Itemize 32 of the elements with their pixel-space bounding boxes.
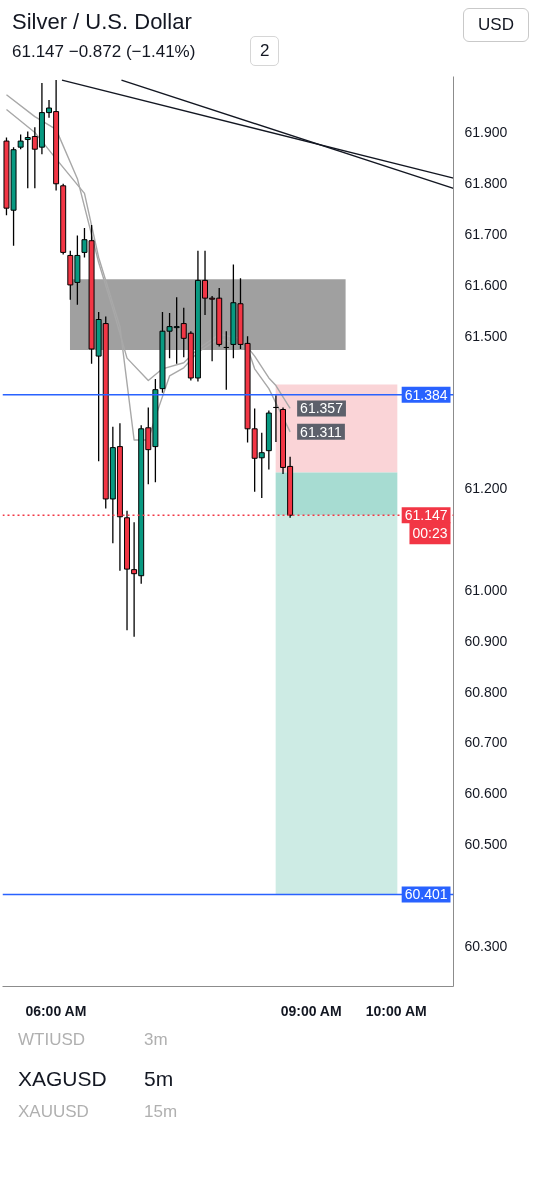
ref-line-label: 61.384 — [404, 386, 448, 403]
ref-line-label: 60.401 — [404, 886, 448, 903]
text: XAUUSD — [18, 1101, 89, 1123]
text: XAGUSD — [18, 1066, 107, 1092]
annotation: 00:23 — [412, 525, 448, 542]
chart-subtitle: 61.147 −0.872 (−1.41%) — [12, 41, 196, 63]
chart-title: Silver / U.S. Dollar — [12, 8, 192, 36]
text: 3m — [144, 1029, 168, 1051]
ref-line-label: 61.147 — [404, 507, 448, 524]
y-tick-label: 60.900 — [464, 632, 508, 649]
y-tick-label: 60.300 — [464, 937, 508, 954]
text: USD — [463, 8, 529, 43]
text: WTIUSD — [18, 1029, 86, 1051]
y-tick-label: 61.800 — [464, 175, 508, 192]
y-tick-label: 60.700 — [464, 734, 508, 751]
y-tick-label: 61.600 — [464, 276, 508, 293]
text: 2 — [250, 36, 280, 67]
y-tick-label: 61.700 — [464, 226, 508, 243]
y-tick-label: 60.800 — [464, 683, 508, 700]
y-tick-label: 61.200 — [464, 480, 508, 497]
y-tick-label: 61.900 — [464, 124, 508, 141]
text: 5m — [144, 1066, 174, 1092]
data-label: 61.357 — [300, 400, 344, 417]
x-tick-label: 10:00 AM — [365, 1002, 427, 1019]
y-tick-label: 60.500 — [464, 836, 508, 853]
data-label: 61.311 — [300, 423, 343, 440]
y-tick-label: 61.000 — [464, 581, 508, 598]
y-tick-label: 61.500 — [464, 327, 508, 344]
x-tick-label: 09:00 AM — [280, 1002, 342, 1019]
x-tick-label: 06:00 AM — [25, 1002, 87, 1019]
text: 15m — [144, 1101, 178, 1123]
y-tick-label: 60.600 — [464, 785, 508, 802]
